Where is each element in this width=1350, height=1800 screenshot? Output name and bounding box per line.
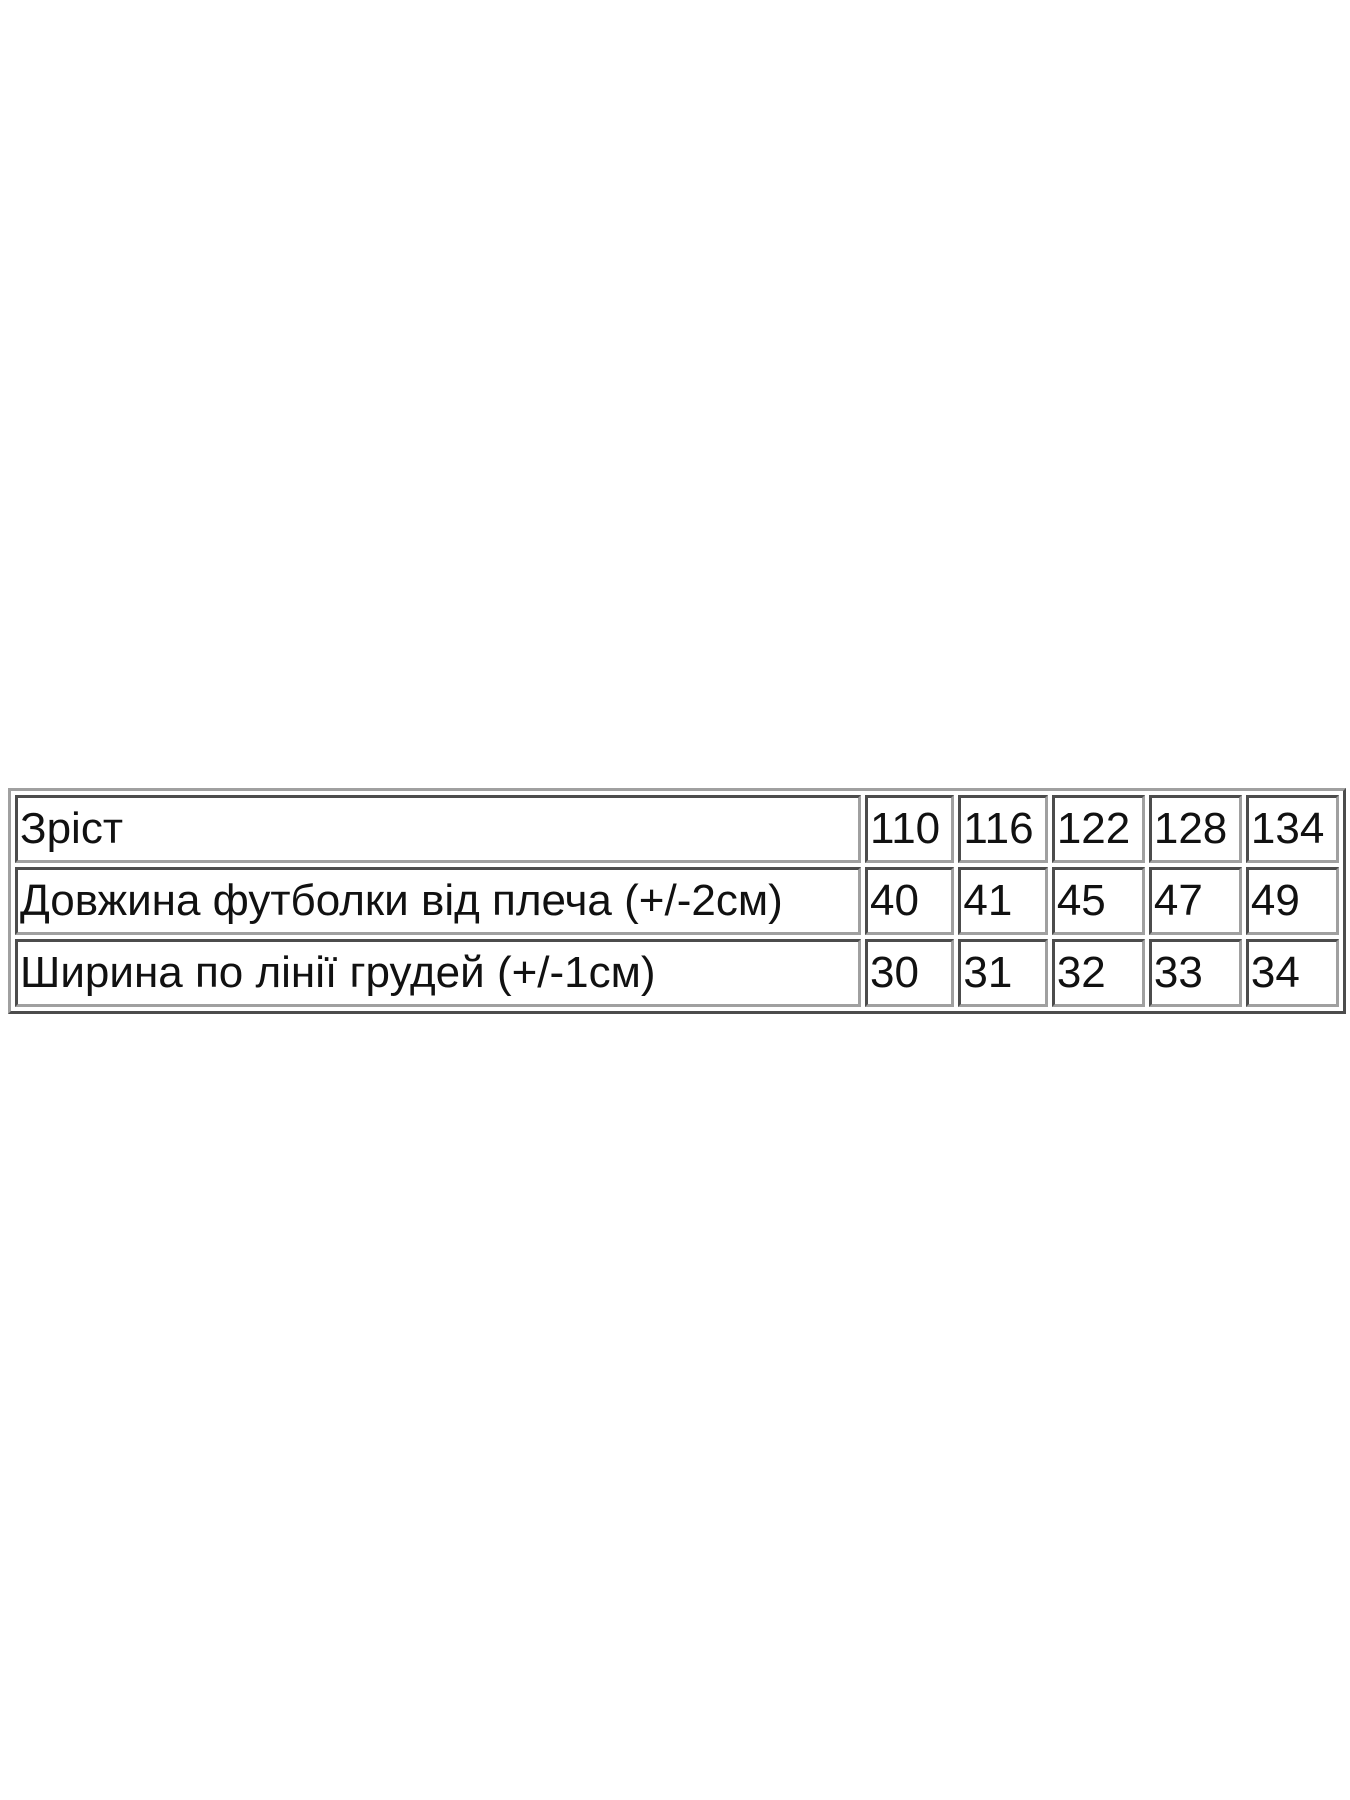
table-row: Довжина футболки від плеча (+/-2см) 40 41 4… bbox=[15, 867, 1339, 935]
table-cell: 110 bbox=[865, 795, 955, 863]
row-label: Ширина по лінії грудей (+/-1см) bbox=[15, 939, 861, 1007]
table-row: Ширина по лінії грудей (+/-1см) 30 31 32 33 3… bbox=[15, 939, 1339, 1007]
table-cell: 116 bbox=[958, 795, 1048, 863]
table-cell: 30 bbox=[865, 939, 955, 1007]
table-cell: 134 bbox=[1245, 795, 1339, 863]
table-cell: 122 bbox=[1051, 795, 1145, 863]
table-cell: 32 bbox=[1051, 939, 1145, 1007]
table-cell: 41 bbox=[958, 867, 1048, 935]
table-cell: 34 bbox=[1245, 939, 1339, 1007]
table-cell: 47 bbox=[1148, 867, 1242, 935]
table-cell: 33 bbox=[1148, 939, 1242, 1007]
row-label: Довжина футболки від плеча (+/-2см) bbox=[15, 867, 861, 935]
table-row: Зріст 110 116 122 128 134 bbox=[15, 795, 1339, 863]
size-chart-table: Зріст 110 116 122 128 134 Довжина футболки від… bbox=[8, 788, 1346, 1014]
table-cell: 31 bbox=[958, 939, 1048, 1007]
table-cell: 45 bbox=[1051, 867, 1145, 935]
table-cell: 128 bbox=[1148, 795, 1242, 863]
table-cell: 49 bbox=[1245, 867, 1339, 935]
row-label: Зріст bbox=[15, 795, 861, 863]
table-cell: 40 bbox=[865, 867, 955, 935]
